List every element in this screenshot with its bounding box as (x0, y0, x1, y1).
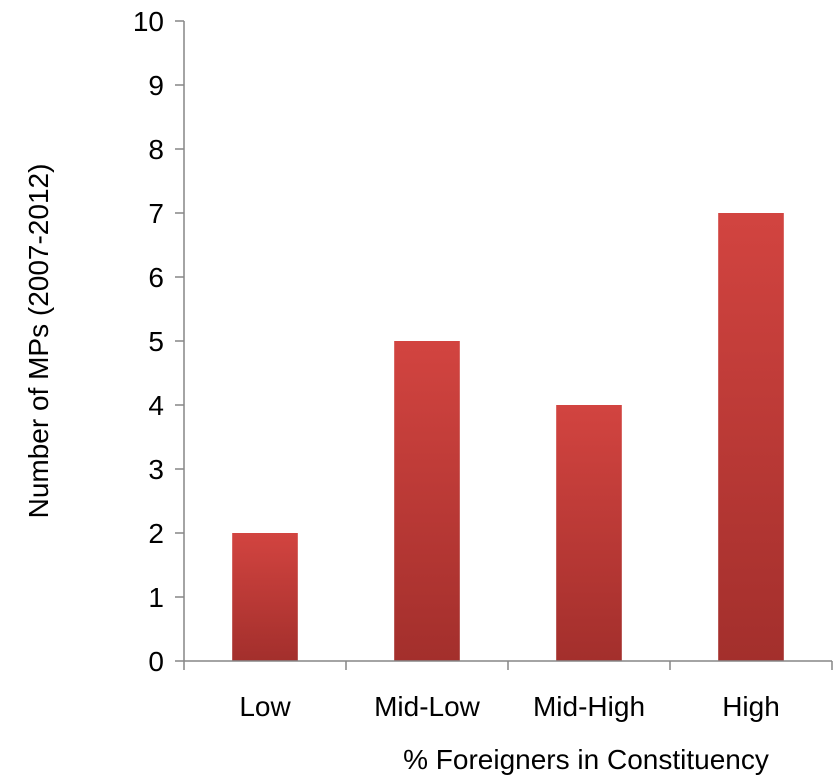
y-tick-label: 1 (148, 582, 164, 613)
y-tick-label: 9 (148, 70, 164, 101)
bar-mid-high (556, 405, 622, 661)
y-axis: 0 1 2 3 4 5 6 7 8 9 10 (133, 6, 185, 677)
y-tick-label: 3 (148, 454, 164, 485)
x-axis: Low Mid-Low Mid-High High (183, 660, 833, 722)
y-tick-label: 4 (148, 390, 164, 421)
y-tick-label: 6 (148, 262, 164, 293)
y-tick-label: 8 (148, 134, 164, 165)
y-axis-title: Number of MPs (2007-2012) (23, 164, 54, 519)
x-category-label: Low (239, 691, 291, 722)
x-axis-title: % Foreigners in Constituency (403, 744, 769, 775)
x-category-label: Mid-Low (374, 691, 481, 722)
y-tick-label: 7 (148, 198, 164, 229)
x-category-label: Mid-High (533, 691, 645, 722)
y-tick-label: 2 (148, 518, 164, 549)
bar-high (718, 213, 784, 661)
bar-mid-low (394, 341, 460, 661)
bars-group (232, 213, 784, 661)
y-tick-label: 5 (148, 326, 164, 357)
bar-low (232, 533, 298, 661)
y-tick-label: 0 (148, 646, 164, 677)
x-category-label: High (722, 691, 780, 722)
y-tick-label: 10 (133, 6, 164, 37)
